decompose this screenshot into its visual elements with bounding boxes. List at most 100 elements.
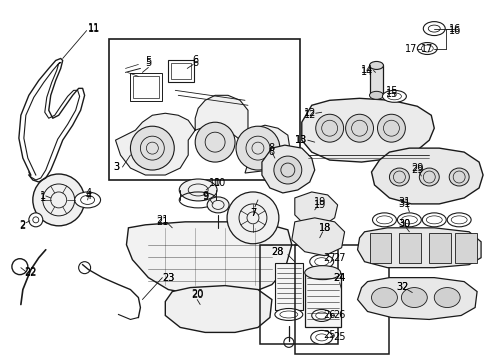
Bar <box>108 39 299 180</box>
Ellipse shape <box>304 266 340 280</box>
Ellipse shape <box>369 62 383 69</box>
Text: 7: 7 <box>249 208 256 218</box>
Text: 16: 16 <box>448 26 460 36</box>
Ellipse shape <box>416 42 436 54</box>
Text: 28: 28 <box>271 247 284 257</box>
Text: 30: 30 <box>397 219 409 229</box>
Text: 14: 14 <box>361 66 373 76</box>
Ellipse shape <box>207 197 228 213</box>
Circle shape <box>236 126 279 170</box>
Ellipse shape <box>311 310 331 321</box>
Bar <box>369 66 383 95</box>
Text: 13: 13 <box>294 135 306 145</box>
Text: 17: 17 <box>405 44 417 54</box>
Text: 31: 31 <box>397 199 409 209</box>
Ellipse shape <box>309 255 333 269</box>
Text: 23: 23 <box>162 273 174 283</box>
Ellipse shape <box>372 213 396 227</box>
Ellipse shape <box>369 91 383 99</box>
Text: 5: 5 <box>145 57 151 67</box>
Text: 22: 22 <box>24 267 37 278</box>
Ellipse shape <box>388 168 408 186</box>
Circle shape <box>29 213 42 227</box>
Text: 25: 25 <box>323 330 335 341</box>
Bar <box>304 273 340 328</box>
Text: 8: 8 <box>268 143 274 153</box>
Text: 11: 11 <box>87 23 100 33</box>
Text: 32: 32 <box>395 282 408 292</box>
Polygon shape <box>165 285 271 332</box>
Text: 21: 21 <box>156 215 168 225</box>
Ellipse shape <box>433 288 459 307</box>
Text: 11: 11 <box>87 24 100 33</box>
Text: 15: 15 <box>386 86 398 96</box>
Ellipse shape <box>75 192 101 208</box>
Circle shape <box>33 174 84 226</box>
Polygon shape <box>262 145 314 193</box>
Bar <box>454 233 476 263</box>
Bar <box>168 60 194 82</box>
Text: 24: 24 <box>333 273 345 283</box>
Text: 31: 31 <box>397 197 409 207</box>
Text: 12: 12 <box>303 108 315 118</box>
Text: 9: 9 <box>202 191 208 201</box>
Text: 5: 5 <box>145 58 151 68</box>
Text: 24: 24 <box>333 273 345 283</box>
Ellipse shape <box>274 309 302 320</box>
Ellipse shape <box>423 22 444 36</box>
Circle shape <box>377 114 405 142</box>
Polygon shape <box>115 95 289 175</box>
Polygon shape <box>371 148 482 204</box>
Polygon shape <box>126 222 291 296</box>
Text: 4: 4 <box>85 191 91 201</box>
Bar <box>171 63 191 80</box>
Circle shape <box>130 126 174 170</box>
Ellipse shape <box>397 213 421 227</box>
Text: 3: 3 <box>113 162 119 172</box>
Text: 30: 30 <box>397 219 409 229</box>
Text: 19: 19 <box>313 197 325 207</box>
Text: 7: 7 <box>249 208 256 218</box>
Circle shape <box>226 192 278 244</box>
Text: 19: 19 <box>313 200 325 210</box>
Text: 21: 21 <box>156 217 168 227</box>
Text: 23: 23 <box>162 273 174 283</box>
Bar <box>260 245 337 345</box>
Ellipse shape <box>422 213 446 227</box>
Text: 27: 27 <box>323 253 335 263</box>
Text: 12: 12 <box>303 110 315 120</box>
Text: 10: 10 <box>208 178 221 188</box>
Text: 3: 3 <box>113 162 119 172</box>
Bar <box>130 73 162 101</box>
Text: 6: 6 <box>192 55 198 66</box>
Bar <box>369 233 390 263</box>
Text: 15: 15 <box>386 89 398 99</box>
Text: 4: 4 <box>85 188 91 198</box>
Ellipse shape <box>448 168 468 186</box>
Text: 8: 8 <box>268 147 274 157</box>
Ellipse shape <box>310 330 332 345</box>
Text: 27: 27 <box>333 253 345 263</box>
Bar <box>399 233 421 263</box>
Text: 22: 22 <box>24 267 37 276</box>
Text: 29: 29 <box>410 165 423 175</box>
Polygon shape <box>294 192 337 228</box>
Circle shape <box>315 114 343 142</box>
Ellipse shape <box>371 288 397 307</box>
Text: 6: 6 <box>192 58 198 68</box>
Ellipse shape <box>447 213 470 227</box>
Polygon shape <box>357 228 480 268</box>
Text: 26: 26 <box>333 310 345 320</box>
Circle shape <box>195 122 235 162</box>
Polygon shape <box>357 278 476 319</box>
Ellipse shape <box>419 168 438 186</box>
Ellipse shape <box>179 179 217 201</box>
Text: 32: 32 <box>395 282 408 292</box>
Text: 20: 20 <box>191 289 203 300</box>
Ellipse shape <box>382 90 406 102</box>
Text: 16: 16 <box>448 24 460 33</box>
Bar <box>294 245 388 354</box>
Text: 28: 28 <box>271 247 284 257</box>
Text: 2: 2 <box>20 221 26 231</box>
Bar <box>274 263 302 310</box>
